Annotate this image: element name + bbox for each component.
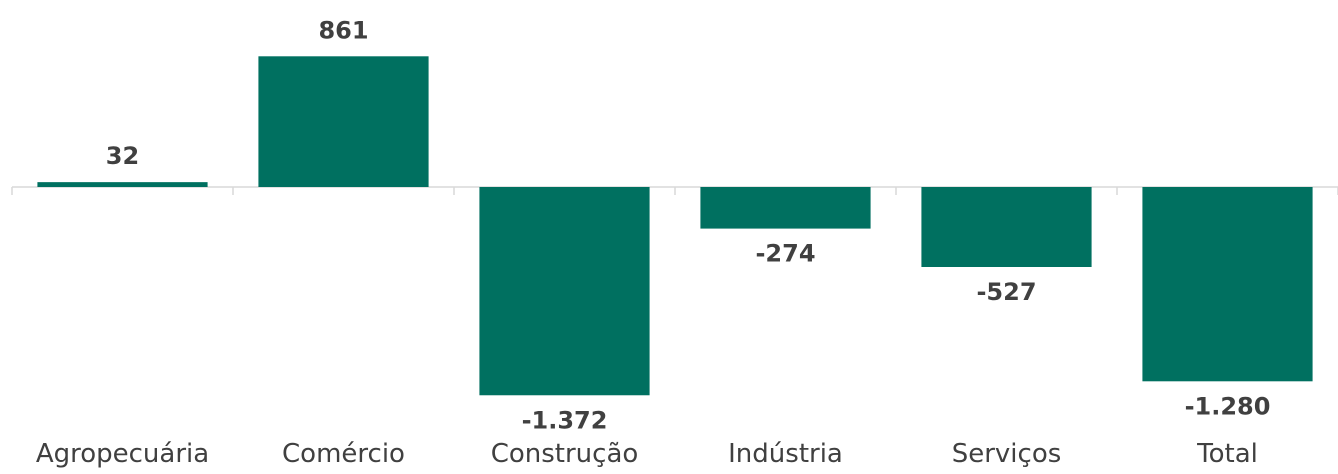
axis-ticks: [11, 187, 1338, 195]
category-labels-group: Agropecuária Comércio Construção Indústria S…: [36, 439, 1258, 469]
category-label: Indústria: [728, 439, 843, 469]
bar-serviços: [921, 187, 1092, 267]
bars-group: [37, 56, 1313, 396]
bar-construção: [479, 187, 650, 396]
value-label: -274: [755, 240, 815, 268]
value-label: -1.280: [1185, 392, 1271, 420]
value-label: 861: [318, 16, 368, 44]
category-label: Comércio: [282, 439, 405, 469]
bar-total: [1142, 187, 1313, 382]
bar-indústria: [700, 187, 871, 229]
bar-agropecuária: [37, 182, 208, 187]
category-label: Serviços: [952, 439, 1062, 469]
value-label: 32: [106, 142, 139, 170]
value-label: -1.372: [522, 406, 608, 434]
bar-comércio: [258, 56, 429, 187]
value-label: -527: [976, 278, 1036, 306]
category-label: Agropecuária: [36, 439, 209, 469]
value-labels-group: 32 861 -1.372 -274 -527 -1.280: [106, 16, 1271, 434]
category-label: Total: [1196, 439, 1258, 469]
category-label: Construção: [491, 439, 639, 469]
